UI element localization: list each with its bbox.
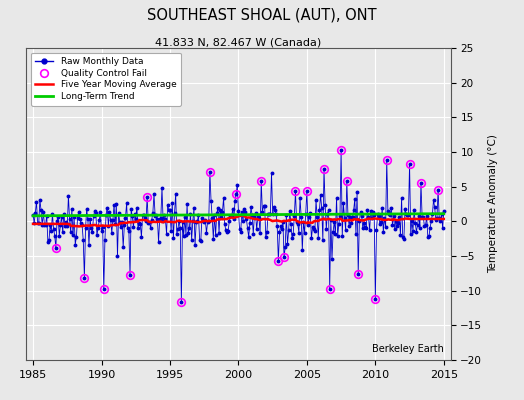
- Text: SOUTHEAST SHOAL (AUT), ONT: SOUTHEAST SHOAL (AUT), ONT: [147, 8, 377, 23]
- Title: 41.833 N, 82.467 W (Canada): 41.833 N, 82.467 W (Canada): [155, 37, 322, 47]
- Y-axis label: Temperature Anomaly (°C): Temperature Anomaly (°C): [488, 134, 498, 274]
- Text: Berkeley Earth: Berkeley Earth: [373, 344, 444, 354]
- Legend: Raw Monthly Data, Quality Control Fail, Five Year Moving Average, Long-Term Tren: Raw Monthly Data, Quality Control Fail, …: [31, 52, 181, 106]
